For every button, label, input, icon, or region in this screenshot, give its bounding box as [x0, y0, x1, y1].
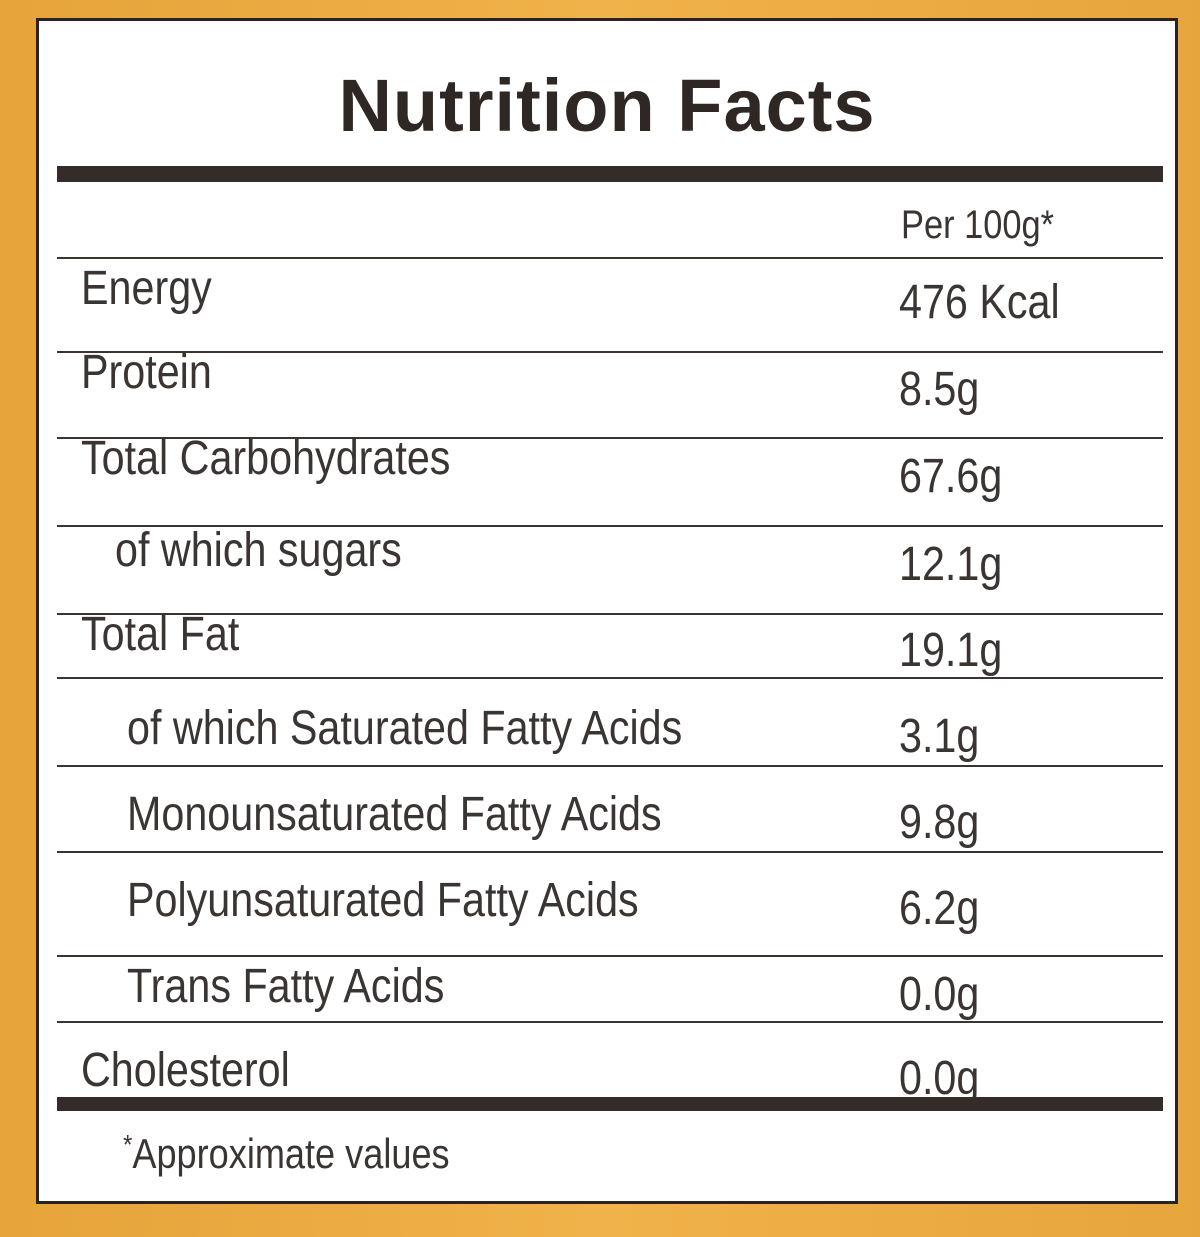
row-value-saturated-fatty-acids: 3.1g [899, 710, 980, 763]
row-label-monounsaturated-fatty-acids: Monounsaturated Fatty Acids [127, 788, 662, 841]
row-value-total-carbohydrates: 67.6g [899, 450, 1003, 503]
row-divider [57, 851, 1163, 853]
row-value-monounsaturated-fatty-acids: 9.8g [899, 796, 980, 849]
row-divider [57, 1021, 1163, 1023]
column-header: Per 100g* [901, 203, 1055, 247]
footnote-text: Approximate values [132, 1130, 450, 1177]
row-value-trans-fatty-acids: 0.0g [899, 968, 980, 1021]
nutrition-label: Nutrition Facts Per 100g* Energy 476 Kca… [36, 18, 1178, 1204]
row-value-protein: 8.5g [899, 363, 980, 416]
footnote: *Approximate values [123, 1129, 450, 1178]
row-label-protein: Protein [81, 346, 212, 399]
row-divider [57, 677, 1163, 679]
top-thick-divider [57, 166, 1163, 182]
row-divider [57, 765, 1163, 767]
row-label-polyunsaturated-fatty-acids: Polyunsaturated Fatty Acids [127, 874, 639, 927]
row-label-trans-fatty-acids: Trans Fatty Acids [127, 960, 445, 1013]
row-value-energy: 476 Kcal [899, 276, 1060, 329]
row-divider [57, 613, 1163, 615]
row-divider [57, 437, 1163, 439]
row-label-total-carbohydrates: Total Carbohydrates [81, 432, 451, 485]
row-label-total-fat: Total Fat [81, 608, 240, 661]
row-value-total-fat: 19.1g [899, 624, 1003, 677]
row-divider [57, 257, 1163, 259]
row-value-polyunsaturated-fatty-acids: 6.2g [899, 882, 980, 935]
row-label-saturated-fatty-acids: of which Saturated Fatty Acids [127, 702, 683, 755]
bottom-thick-divider [57, 1097, 1163, 1111]
label-title: Nutrition Facts [338, 64, 876, 147]
row-label-sugars: of which sugars [115, 524, 402, 577]
row-divider [57, 525, 1163, 527]
row-label-energy: Energy [81, 262, 212, 315]
row-value-cholesterol: 0.0g [899, 1052, 980, 1105]
row-value-sugars: 12.1g [899, 538, 1003, 591]
row-label-cholesterol: Cholesterol [81, 1044, 290, 1097]
row-divider [57, 955, 1163, 957]
row-divider [57, 351, 1163, 353]
footnote-marker: * [123, 1129, 133, 1160]
